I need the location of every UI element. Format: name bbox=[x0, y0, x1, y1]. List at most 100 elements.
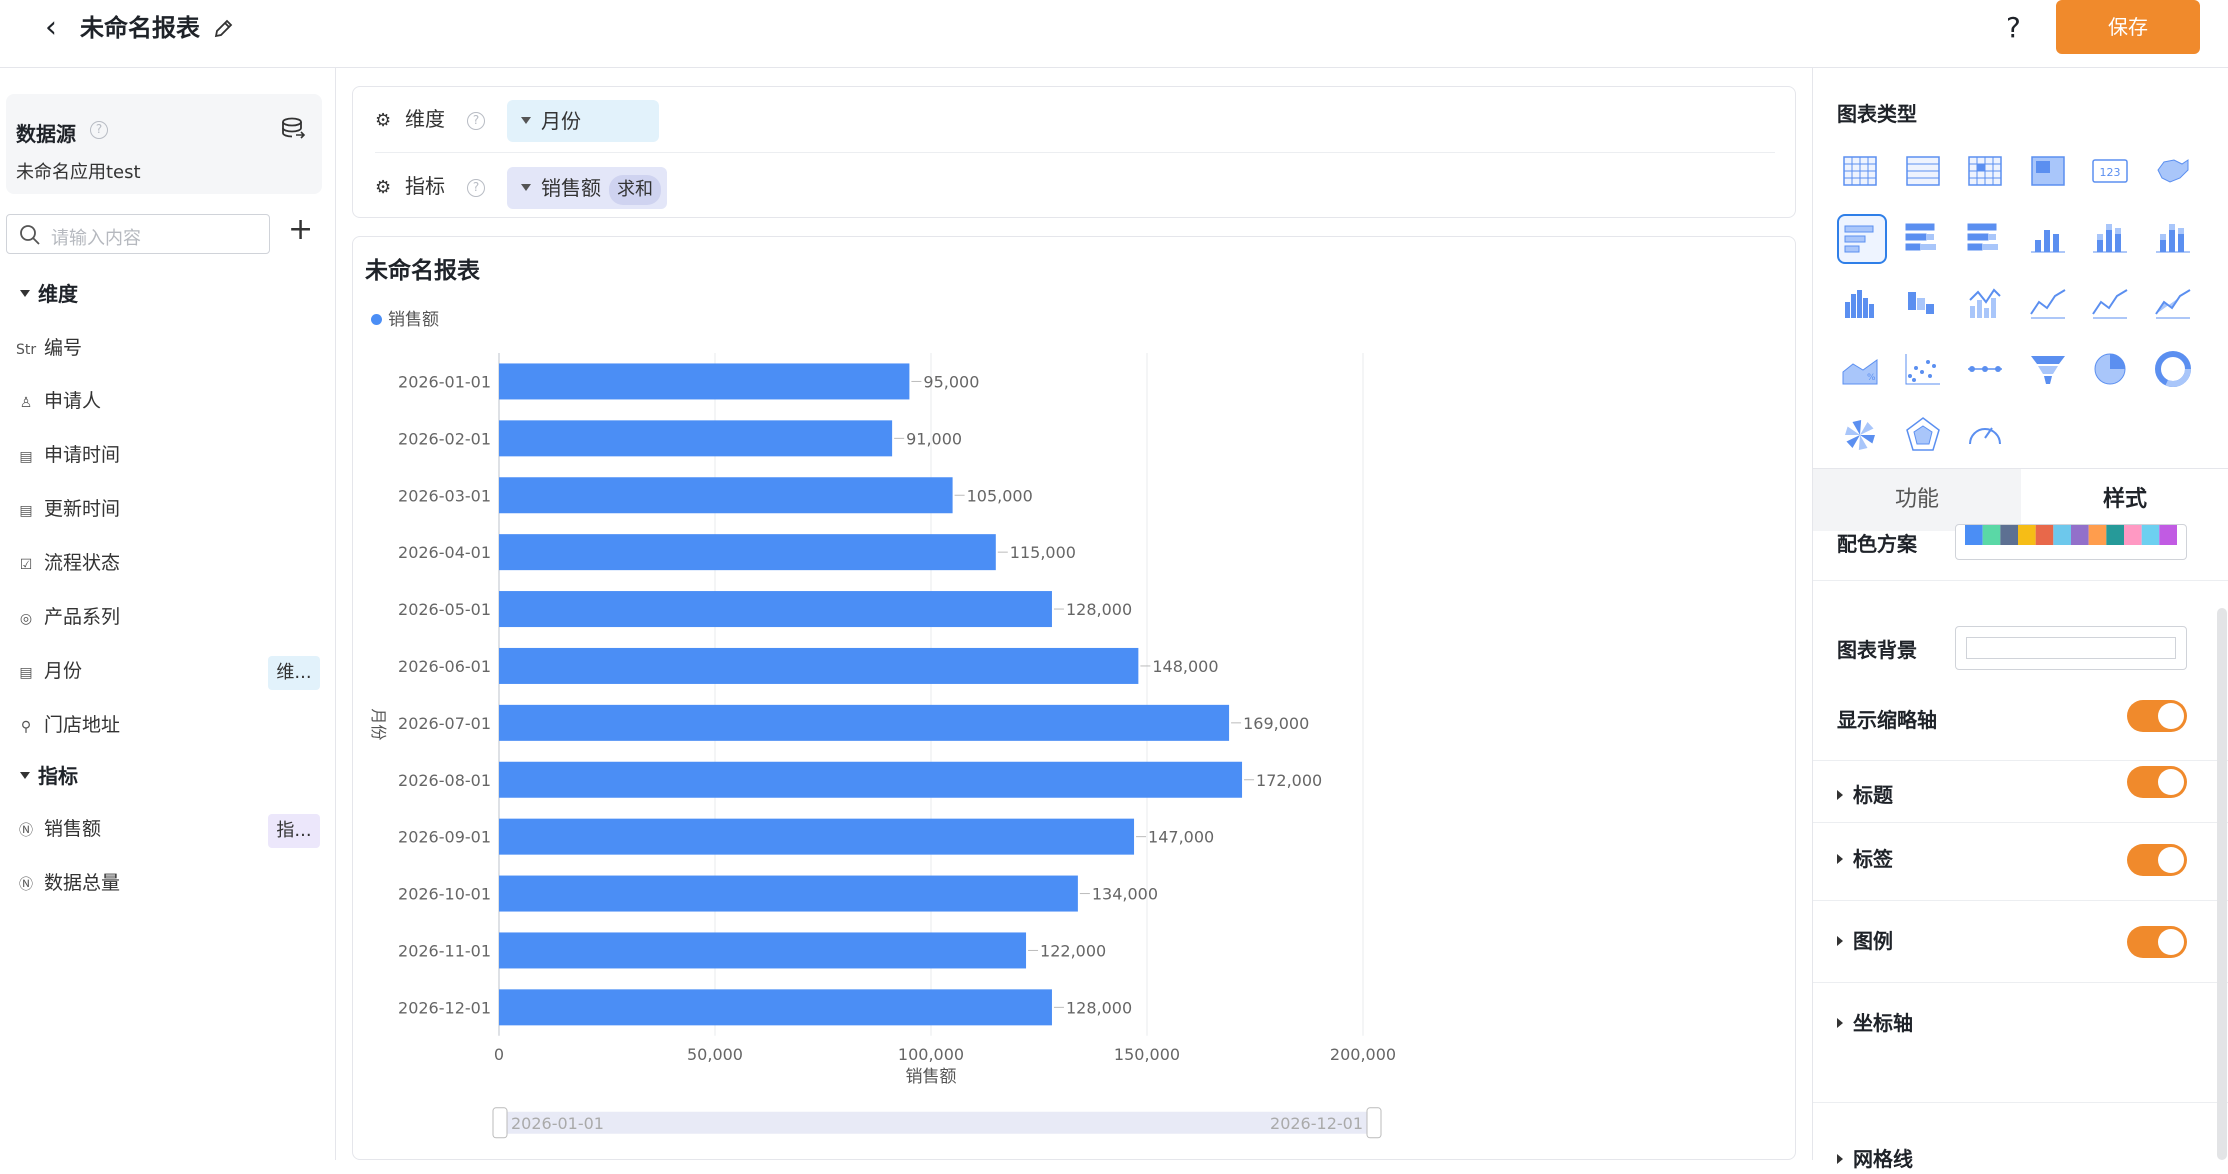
bar[interactable] bbox=[499, 989, 1052, 1026]
chart-type-dot-line-icon[interactable] bbox=[1962, 346, 2012, 396]
chart-type-number-icon[interactable]: 123 bbox=[2087, 148, 2137, 198]
save-button[interactable]: 保存 bbox=[2056, 0, 2200, 54]
field-item-applicant[interactable]: ♙ 申请人 bbox=[16, 386, 316, 416]
label-toggle[interactable] bbox=[2127, 844, 2187, 876]
axis-section[interactable]: 坐标轴 bbox=[1837, 1008, 1913, 1038]
chart-type-map-icon[interactable] bbox=[2150, 148, 2200, 198]
add-field-plus-icon[interactable]: + bbox=[288, 212, 314, 247]
chart-type-funnel-icon[interactable] bbox=[2025, 346, 2075, 396]
chart-type-column-grouped-icon[interactable] bbox=[1837, 280, 1887, 330]
target-icon: ◎ bbox=[19, 611, 33, 627]
bar[interactable] bbox=[499, 534, 996, 571]
chart-type-line-icon[interactable] bbox=[2025, 280, 2075, 330]
palette-select[interactable] bbox=[1955, 524, 2187, 560]
range-slider-track[interactable] bbox=[499, 1111, 1375, 1134]
field-label: 月份 bbox=[44, 660, 83, 682]
back-arrow-icon[interactable]: ‹ bbox=[45, 10, 57, 45]
chart-type-pie-icon[interactable] bbox=[2087, 346, 2137, 396]
edit-pencil-icon[interactable] bbox=[212, 14, 236, 42]
help-icon[interactable]: ? bbox=[2006, 11, 2021, 44]
datasource-title: 数据源 bbox=[16, 122, 76, 146]
title-toggle[interactable] bbox=[2127, 766, 2187, 798]
data-label: 134,000 bbox=[1092, 885, 1158, 904]
table-glyph bbox=[1843, 156, 1877, 186]
range-handle-left[interactable] bbox=[492, 1107, 508, 1139]
field-item-id[interactable]: Str 编号 bbox=[16, 333, 316, 363]
chart-type-waterfall-icon[interactable] bbox=[1900, 280, 1950, 330]
field-item-data-count[interactable]: Ⓝ 数据总量 bbox=[16, 868, 316, 898]
bar[interactable] bbox=[499, 704, 1230, 741]
bar[interactable] bbox=[499, 363, 910, 400]
dimension-chip-month[interactable]: 月份 bbox=[507, 100, 659, 142]
chart-type-radar-icon[interactable] bbox=[1900, 412, 1950, 462]
chart-type-percent-area-icon[interactable]: % bbox=[1837, 346, 1887, 396]
data-label: 115,000 bbox=[1010, 543, 1076, 562]
legend-section[interactable]: 图例 bbox=[1837, 926, 1893, 956]
chart-type-bar-stacked-horizontal-icon[interactable] bbox=[1900, 214, 1950, 264]
chart-type-heatmap-table-icon[interactable] bbox=[1962, 148, 2012, 198]
y-tick-label: 2026-07-01 bbox=[398, 714, 491, 733]
chart-card: 未命名报表 销售额 0 50,000 100,000 150,000 200,000 20… bbox=[352, 236, 1796, 1160]
chart-type-pivot-table-icon[interactable] bbox=[1900, 148, 1950, 198]
chart-type-gauge-icon[interactable] bbox=[1962, 412, 2012, 462]
tab-style[interactable]: 样式 bbox=[2021, 469, 2228, 531]
bar[interactable] bbox=[499, 420, 893, 457]
chart-type-combo-icon[interactable] bbox=[1962, 280, 2012, 330]
dimension-section-title[interactable]: 维度 bbox=[20, 278, 78, 307]
bar[interactable] bbox=[499, 477, 953, 514]
field-item-update-time[interactable]: ▤ 更新时间 bbox=[16, 494, 316, 524]
chart-type-column-percent-icon[interactable] bbox=[2150, 214, 2200, 264]
chart-type-scatter-icon[interactable] bbox=[1900, 346, 1950, 396]
chart-type-donut-icon[interactable] bbox=[2150, 346, 2200, 396]
aggregation-badge[interactable]: 求和 bbox=[609, 175, 661, 205]
legend-toggle[interactable] bbox=[2127, 926, 2187, 958]
range-handle-right[interactable] bbox=[1366, 1107, 1382, 1139]
chart-type-rose-icon[interactable] bbox=[1837, 412, 1887, 462]
metric-section-title[interactable]: 指标 bbox=[20, 760, 78, 789]
field-item-product-series[interactable]: ◎ 产品系列 bbox=[16, 602, 316, 632]
chart-legend[interactable]: 销售额 bbox=[371, 305, 439, 330]
chart-type-table-icon[interactable] bbox=[1837, 148, 1887, 198]
bar[interactable] bbox=[499, 591, 1052, 628]
bar[interactable] bbox=[499, 818, 1135, 855]
y-tick-label: 2026-08-01 bbox=[398, 771, 491, 790]
chart-type-bar-percent-horizontal-icon[interactable] bbox=[1962, 214, 2012, 264]
help-icon[interactable]: ? bbox=[467, 178, 485, 197]
database-icon[interactable] bbox=[280, 116, 306, 140]
gauge-glyph bbox=[1969, 427, 2001, 445]
pivot-table-glyph bbox=[1905, 156, 1940, 186]
chart-type-column-icon[interactable] bbox=[2025, 214, 2075, 264]
chart-type-area-line-icon[interactable] bbox=[2087, 280, 2137, 330]
thumbnail-axis-toggle[interactable] bbox=[2127, 700, 2187, 732]
background-color-picker[interactable] bbox=[1955, 626, 2187, 670]
chart-type-card-icon[interactable] bbox=[2025, 148, 2075, 198]
panel-scrollbar[interactable] bbox=[2217, 608, 2227, 1160]
field-item-month[interactable]: ▤ 月份 bbox=[16, 656, 316, 686]
field-item-sales[interactable]: Ⓝ 销售额 bbox=[16, 814, 316, 844]
bar[interactable] bbox=[499, 932, 1027, 969]
palette-swatches bbox=[1965, 525, 2177, 545]
bar[interactable] bbox=[499, 761, 1243, 798]
help-icon[interactable]: ? bbox=[467, 111, 485, 130]
tab-function[interactable]: 功能 bbox=[1813, 469, 2021, 531]
title-section[interactable]: 标题 bbox=[1837, 780, 1893, 810]
chart-type-column-stacked-icon[interactable] bbox=[2087, 214, 2137, 264]
label-section[interactable]: 标签 bbox=[1837, 844, 1893, 874]
bar-chart[interactable]: 0 50,000 100,000 150,000 200,000 2026-01-01 95… bbox=[353, 327, 1797, 1161]
field-item-store-address[interactable]: ⚲ 门店地址 bbox=[16, 710, 316, 740]
datasource-help-icon[interactable]: ? bbox=[90, 121, 108, 139]
funnel-glyph bbox=[2030, 356, 2065, 384]
location-icon: ⚲ bbox=[20, 719, 32, 735]
field-item-apply-time[interactable]: ▤ 申请时间 bbox=[16, 440, 316, 470]
chart-type-area-icon[interactable] bbox=[2150, 280, 2200, 330]
field-item-process-status[interactable]: ☑ 流程状态 bbox=[16, 548, 316, 578]
bar[interactable] bbox=[499, 875, 1078, 912]
datasource-card[interactable]: 数据源 ? 未命名应用test bbox=[6, 94, 322, 194]
bar[interactable] bbox=[499, 647, 1139, 684]
field-search-input[interactable]: 请输入内容 bbox=[6, 214, 270, 254]
legend-dot bbox=[371, 313, 382, 325]
chart-type-bar-horizontal-icon[interactable] bbox=[1837, 214, 1887, 264]
gridline-section[interactable]: 网格线 bbox=[1837, 1144, 1913, 1174]
user-icon: ♙ bbox=[19, 395, 33, 411]
metric-chip-sales[interactable]: 销售额 求和 bbox=[507, 167, 667, 209]
